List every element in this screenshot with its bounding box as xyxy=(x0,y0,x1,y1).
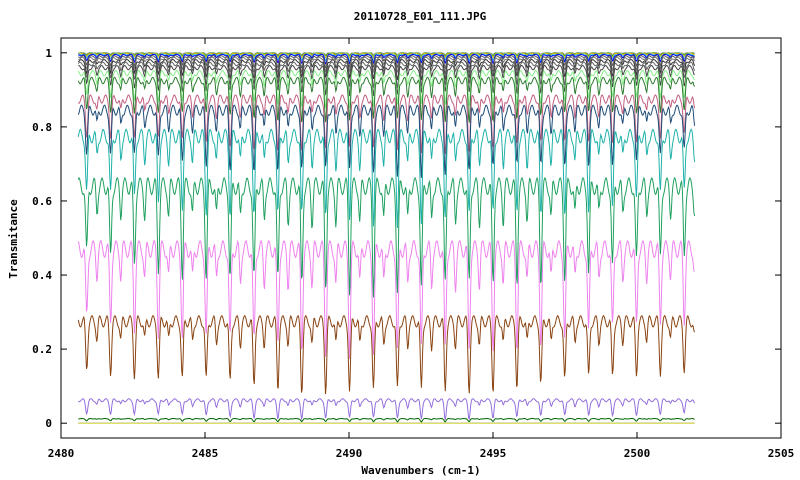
x-tick-label: 2495 xyxy=(480,447,507,460)
series-line xyxy=(78,53,695,65)
x-tick-label: 2500 xyxy=(624,447,651,460)
x-axis: 2480 2485 2490 2495 2500 2505 xyxy=(48,38,795,460)
series-line xyxy=(77,176,696,298)
y-tick-label: 0.6 xyxy=(32,195,52,208)
series-line xyxy=(77,69,695,109)
x-tick-label: 2485 xyxy=(192,447,219,460)
series-line xyxy=(78,398,696,421)
series-line xyxy=(78,64,695,97)
series-line xyxy=(77,94,696,154)
y-tick-label: 1 xyxy=(45,47,52,60)
y-axis-label: Transmitance xyxy=(7,199,20,279)
y-tick-label: 0 xyxy=(45,417,52,430)
y-tick-label: 0.2 xyxy=(32,343,52,356)
series-line xyxy=(78,52,695,60)
x-tick-label: 2490 xyxy=(336,447,363,460)
series-layer xyxy=(77,52,696,424)
series-line xyxy=(77,61,696,88)
series-line xyxy=(77,76,696,123)
y-axis: 0 0.2 0.4 0.6 0.8 1 xyxy=(32,47,781,430)
series-line xyxy=(78,417,695,423)
x-tick-label: 2505 xyxy=(768,447,795,460)
y-tick-label: 0.8 xyxy=(32,121,52,134)
series-line xyxy=(77,239,695,359)
series-line xyxy=(77,314,696,395)
x-axis-label: Wavenumbers (cm-1) xyxy=(361,464,480,477)
series-line xyxy=(78,56,696,76)
series-line xyxy=(77,104,696,178)
plot-frame xyxy=(60,37,782,439)
series-line xyxy=(77,128,696,229)
y-tick-label: 0.4 xyxy=(32,269,52,282)
chart-title: 20110728_E01_111.JPG xyxy=(354,10,487,23)
series-line xyxy=(77,58,696,81)
x-tick-label: 2480 xyxy=(48,447,75,460)
series-line xyxy=(78,53,695,62)
